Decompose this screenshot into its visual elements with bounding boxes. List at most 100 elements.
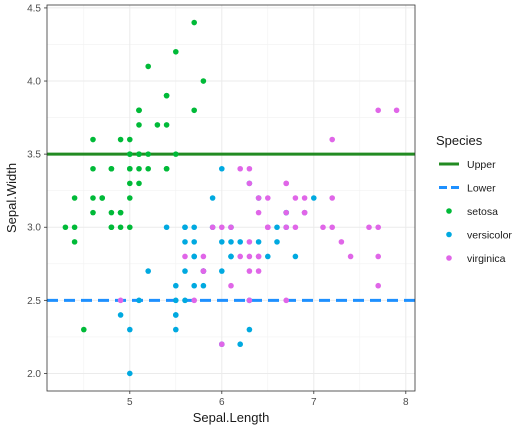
data-point-versicolor (173, 297, 179, 304)
data-point-setosa (145, 63, 151, 70)
data-point-versicolor (274, 239, 280, 245)
data-point-virginica (255, 268, 262, 274)
data-point-setosa (136, 122, 142, 128)
legend-key-point (446, 255, 452, 261)
data-point-virginica (366, 224, 372, 231)
data-point-virginica (265, 195, 271, 201)
data-point-setosa (81, 326, 87, 333)
data-point-virginica (228, 224, 234, 231)
data-point-setosa (71, 195, 78, 201)
data-point-virginica (320, 224, 326, 231)
data-point-virginica (191, 297, 197, 304)
data-point-versicolor (237, 341, 243, 348)
legend: Species Upper Lower setosa versicolor virgin… (436, 133, 512, 265)
data-point-versicolor (274, 224, 280, 231)
legend-title: Species (436, 133, 483, 148)
data-point-virginica (246, 253, 253, 260)
data-point-virginica (219, 224, 225, 231)
data-point-setosa (127, 151, 133, 157)
data-point-setosa (163, 122, 170, 128)
data-point-virginica (375, 107, 382, 114)
data-point-versicolor (136, 297, 142, 304)
data-point-setosa (145, 151, 151, 157)
legend-label: virginica (467, 253, 506, 265)
data-point-versicolor (237, 239, 243, 245)
data-point-virginica (283, 297, 290, 304)
data-point-versicolor (246, 326, 253, 333)
data-point-setosa (191, 19, 197, 26)
data-point-setosa (108, 165, 115, 172)
data-point-versicolor (191, 253, 197, 260)
data-point-virginica (246, 165, 253, 172)
data-point-setosa (136, 165, 142, 172)
data-point-setosa (99, 195, 105, 201)
data-point-virginica (338, 239, 345, 245)
data-point-versicolor (163, 224, 170, 231)
data-point-virginica (301, 209, 308, 216)
legend-label: Upper (467, 159, 496, 171)
legend-item-virginica: virginica (446, 253, 506, 265)
data-point-virginica (292, 224, 299, 231)
data-point-versicolor (311, 195, 317, 201)
y-tick-label: 4.0 (27, 77, 41, 88)
data-point-versicolor (219, 268, 225, 274)
data-point-setosa (127, 136, 133, 143)
y-axis-title: Sepal.Width (4, 163, 19, 233)
data-point-setosa (127, 195, 133, 201)
x-tick-label: 7 (311, 397, 317, 408)
data-point-setosa (117, 209, 124, 216)
axes: 5 6 7 8 2.0 2.5 3.0 3.5 4.0 4.5 (27, 3, 409, 408)
x-tick-label: 6 (219, 397, 225, 408)
y-tick-label: 3.0 (27, 223, 41, 234)
data-point-setosa (90, 136, 96, 143)
data-point-virginica (329, 195, 336, 201)
data-point-setosa (163, 92, 170, 99)
data-point-virginica (255, 209, 262, 216)
data-point-versicolor (182, 268, 188, 274)
data-point-versicolor (219, 239, 225, 245)
data-point-versicolor (182, 224, 188, 231)
data-point-versicolor (191, 282, 197, 289)
data-point-versicolor (145, 268, 151, 274)
data-point-versicolor (265, 253, 271, 260)
data-point-virginica (219, 341, 225, 348)
data-point-versicolor (228, 239, 234, 245)
panel-border (46, 4, 416, 392)
data-point-virginica (347, 253, 354, 260)
legend-item-upper: Upper (439, 159, 496, 171)
data-point-setosa (117, 136, 124, 143)
data-point-setosa (127, 224, 133, 231)
data-point-versicolor (191, 239, 197, 245)
data-point-virginica (200, 253, 207, 260)
data-point-setosa (71, 239, 78, 245)
data-point-virginica (209, 224, 216, 231)
data-point-virginica (393, 107, 400, 114)
legend-label: versicolor (467, 230, 512, 242)
data-point-setosa (90, 165, 96, 172)
data-point-virginica (375, 224, 382, 231)
data-point-versicolor (228, 253, 234, 260)
data-point-virginica (375, 282, 382, 289)
y-tick-label: 2.5 (27, 296, 41, 307)
data-point-virginica (255, 195, 262, 201)
data-point-virginica (265, 224, 271, 231)
legend-item-versicolor: versicolor (446, 230, 512, 242)
data-point-versicolor (200, 282, 207, 289)
data-point-setosa (90, 195, 96, 201)
data-point-setosa (136, 151, 142, 157)
data-point-virginica (283, 209, 290, 216)
y-tick-label: 4.5 (27, 3, 41, 14)
x-tick-label: 5 (127, 397, 133, 408)
legend-label: Lower (467, 183, 496, 195)
data-point-virginica (255, 253, 262, 260)
data-point-setosa (62, 224, 69, 231)
data-point-setosa (117, 224, 124, 231)
data-point-setosa (136, 107, 142, 114)
data-point-versicolor (255, 239, 262, 245)
data-point-setosa (108, 209, 115, 216)
data-point-setosa (191, 107, 197, 114)
data-point-virginica (246, 268, 253, 274)
